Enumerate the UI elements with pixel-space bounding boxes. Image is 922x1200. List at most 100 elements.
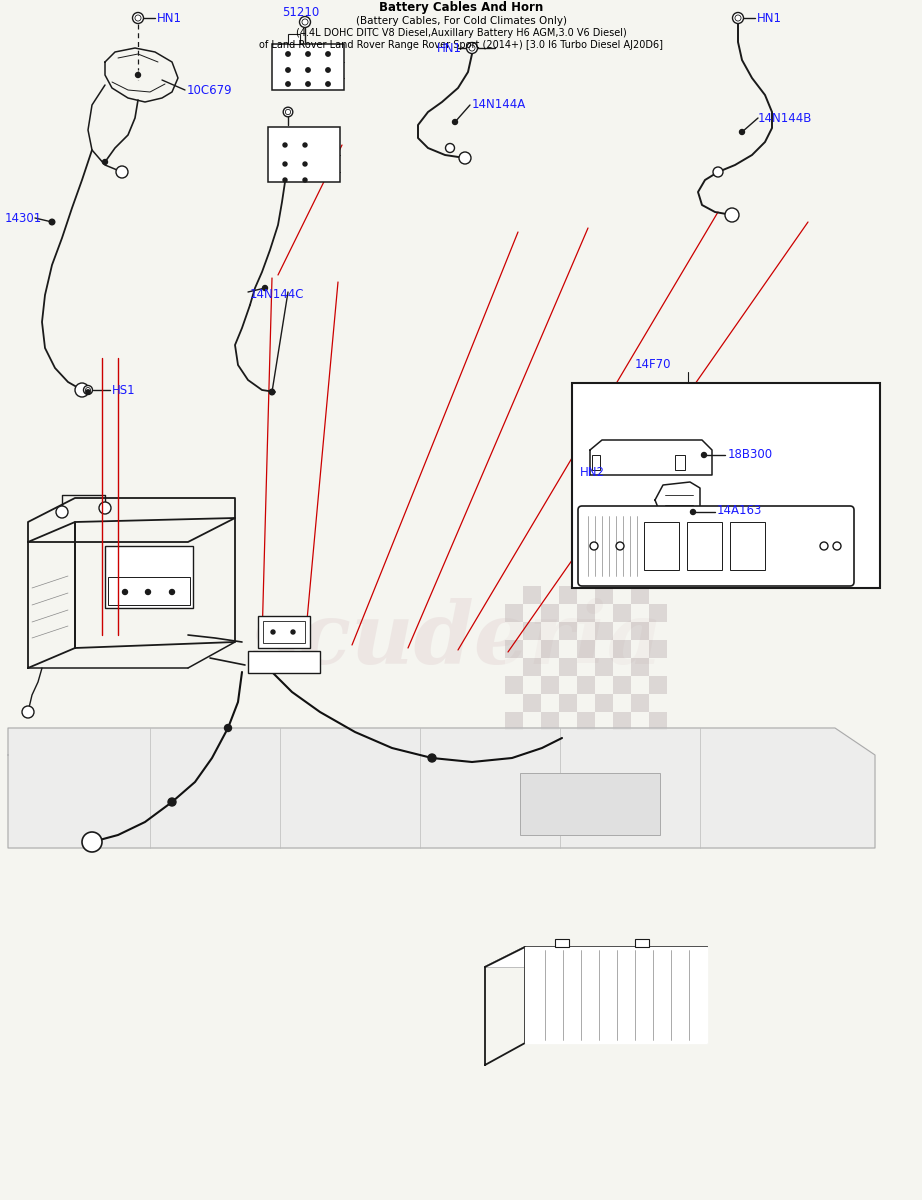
Bar (505, 694, 523, 712)
Circle shape (325, 67, 330, 72)
Bar (631, 676, 649, 694)
Bar (248, 650, 320, 673)
Bar (258, 616, 310, 648)
Bar (631, 640, 649, 658)
Text: 51210: 51210 (282, 6, 319, 18)
Circle shape (263, 286, 267, 290)
Circle shape (590, 542, 598, 550)
Bar (523, 676, 541, 694)
Circle shape (300, 17, 311, 28)
Text: HN1: HN1 (437, 42, 462, 54)
Text: Battery Cables And Horn: Battery Cables And Horn (379, 1, 543, 14)
Text: (4.4L DOHC DITC V8 Diesel,Auxillary Battery H6 AGM,3.0 V6 Diesel): (4.4L DOHC DITC V8 Diesel,Auxillary Batt… (296, 28, 626, 38)
Bar (577, 586, 595, 604)
Text: of Land Rover Land Rover Range Rover Sport (2014+) [3.0 I6 Turbo Diesel AJ20D6]: of Land Rover Land Rover Range Rover Spo… (259, 40, 663, 50)
Circle shape (291, 630, 295, 634)
Bar (687, 522, 722, 570)
Circle shape (286, 67, 290, 72)
Text: HN1: HN1 (757, 12, 782, 24)
Circle shape (99, 502, 111, 514)
Bar (613, 658, 631, 676)
Bar (541, 694, 559, 712)
Text: 14N144A: 14N144A (472, 98, 526, 112)
Bar (613, 694, 631, 712)
Circle shape (56, 506, 68, 518)
Bar (649, 694, 667, 712)
Bar (613, 676, 631, 694)
Circle shape (445, 144, 455, 152)
Bar (505, 658, 523, 676)
Bar (649, 622, 667, 640)
Bar (523, 604, 541, 622)
Circle shape (428, 754, 436, 762)
Bar (631, 658, 649, 676)
Circle shape (123, 589, 127, 594)
Bar (523, 694, 541, 712)
Circle shape (725, 208, 739, 222)
Circle shape (820, 542, 828, 550)
Circle shape (453, 120, 457, 125)
Bar (595, 694, 613, 712)
Bar (644, 522, 679, 570)
Text: 14N144C: 14N144C (250, 288, 304, 301)
Text: HS1: HS1 (112, 384, 136, 396)
Bar (572, 383, 880, 588)
Polygon shape (655, 482, 700, 522)
FancyBboxPatch shape (578, 506, 854, 586)
Circle shape (22, 706, 34, 718)
Circle shape (732, 12, 743, 24)
Text: 14F70: 14F70 (635, 359, 671, 372)
Bar (523, 658, 541, 676)
Circle shape (702, 452, 706, 457)
Circle shape (303, 162, 307, 166)
Bar (559, 694, 577, 712)
Circle shape (833, 542, 841, 550)
Bar (559, 622, 577, 640)
Bar (577, 604, 595, 622)
Bar (541, 676, 559, 694)
Circle shape (84, 385, 92, 395)
Bar (541, 712, 559, 730)
Bar (595, 676, 613, 694)
Circle shape (303, 178, 307, 182)
Bar (541, 586, 559, 604)
Circle shape (116, 166, 128, 178)
Bar (541, 604, 559, 622)
Bar (555, 938, 569, 947)
Circle shape (459, 152, 471, 164)
Bar (595, 604, 613, 622)
Bar (577, 712, 595, 730)
Text: 10C679: 10C679 (187, 84, 232, 96)
Bar (523, 586, 541, 604)
Text: 14A163: 14A163 (717, 504, 762, 516)
Bar (613, 622, 631, 640)
Polygon shape (485, 947, 707, 967)
Circle shape (224, 725, 231, 732)
Circle shape (102, 160, 108, 164)
Bar (613, 586, 631, 604)
Bar (577, 694, 595, 712)
Bar (635, 938, 649, 947)
Circle shape (603, 476, 613, 487)
Circle shape (82, 832, 102, 852)
Circle shape (283, 107, 293, 116)
Circle shape (286, 82, 290, 86)
Bar (631, 622, 649, 640)
Bar (613, 640, 631, 658)
Bar (649, 658, 667, 676)
Circle shape (467, 42, 478, 54)
Circle shape (691, 510, 695, 515)
Bar (559, 586, 577, 604)
Bar (559, 658, 577, 676)
Bar (595, 658, 613, 676)
Circle shape (269, 389, 275, 395)
Circle shape (146, 589, 150, 594)
Bar (541, 658, 559, 676)
Bar (505, 676, 523, 694)
Bar (595, 622, 613, 640)
Bar (595, 712, 613, 730)
Circle shape (283, 143, 287, 146)
Circle shape (303, 143, 307, 146)
Bar (649, 676, 667, 694)
Bar (505, 622, 523, 640)
